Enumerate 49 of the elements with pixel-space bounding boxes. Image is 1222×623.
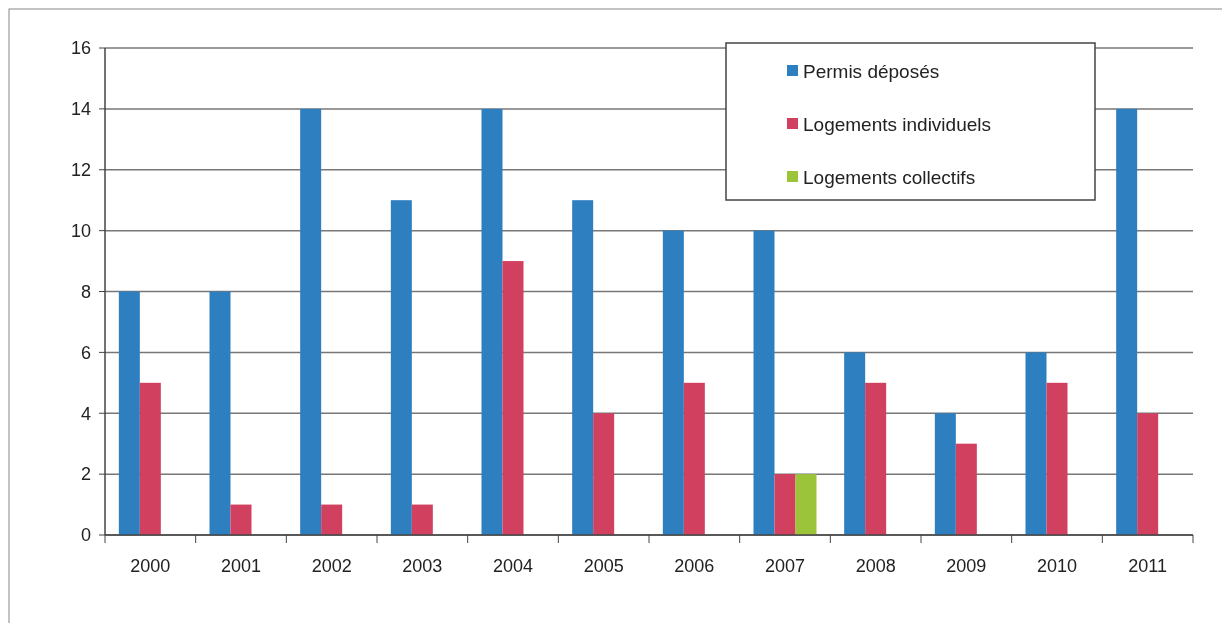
- bar: [955, 443, 977, 535]
- bar: [865, 382, 887, 535]
- bar: [774, 474, 796, 535]
- bar: [753, 230, 775, 535]
- bar: [662, 230, 684, 535]
- bar: [300, 108, 322, 535]
- y-tick-label: 16: [70, 38, 91, 59]
- y-tick-label: 4: [80, 403, 91, 424]
- bar: [1137, 413, 1159, 535]
- bar: [321, 504, 343, 535]
- legend-label: Logements collectifs: [803, 166, 976, 188]
- x-tick-label: 2002: [311, 556, 352, 576]
- bar: [1046, 382, 1068, 535]
- bar: [481, 108, 503, 535]
- x-tick-label: 2006: [674, 556, 715, 576]
- bar: [390, 200, 412, 535]
- bar: [502, 261, 524, 535]
- y-tick-label: 2: [80, 464, 91, 485]
- x-tick-label: 2009: [946, 556, 987, 576]
- bar: [934, 413, 956, 535]
- bar: [1025, 352, 1047, 535]
- legend-label: Logements individuels: [803, 113, 992, 135]
- bar: [844, 352, 866, 535]
- x-tick-label: 2001: [220, 556, 262, 576]
- bar: [118, 291, 140, 535]
- bar: [593, 413, 615, 535]
- bar: [230, 504, 252, 535]
- x-tick-label: 2005: [583, 556, 624, 576]
- y-tick-label: 8: [80, 281, 91, 302]
- legend-label: Permis déposés: [803, 60, 940, 82]
- x-tick-label: 2007: [764, 556, 806, 576]
- x-tick-label: 2004: [492, 556, 534, 576]
- x-tick-label: 2008: [855, 556, 896, 576]
- bar: [139, 382, 161, 535]
- y-tick-label: 12: [70, 160, 91, 181]
- y-tick-label: 6: [80, 342, 91, 363]
- bar: [1116, 108, 1138, 535]
- y-tick-label: 14: [70, 99, 91, 120]
- bar: [209, 291, 231, 535]
- bar: [795, 474, 817, 535]
- y-tick-label: 10: [70, 220, 91, 241]
- y-tick-label: 0: [80, 525, 91, 546]
- x-tick-label: 2011: [1128, 556, 1168, 576]
- bar: [683, 382, 705, 535]
- bar: [411, 504, 433, 535]
- x-tick-label: 2000: [130, 556, 171, 576]
- x-tick-label: 2010: [1036, 556, 1078, 576]
- bar: [572, 200, 594, 535]
- x-tick-label: 2003: [402, 556, 443, 576]
